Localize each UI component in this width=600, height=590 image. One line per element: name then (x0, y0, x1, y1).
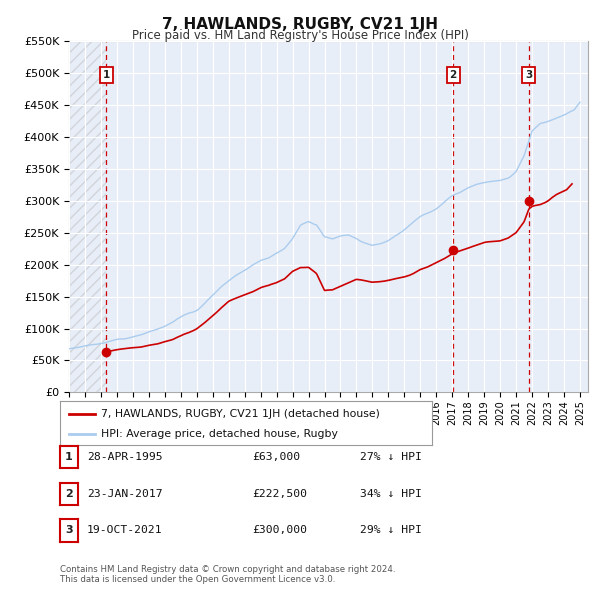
Text: 29% ↓ HPI: 29% ↓ HPI (360, 526, 422, 535)
Text: 3: 3 (65, 526, 73, 535)
Text: Contains HM Land Registry data © Crown copyright and database right 2024.
This d: Contains HM Land Registry data © Crown c… (60, 565, 395, 584)
Text: £222,500: £222,500 (252, 489, 307, 499)
Text: 34% ↓ HPI: 34% ↓ HPI (360, 489, 422, 499)
Text: HPI: Average price, detached house, Rugby: HPI: Average price, detached house, Rugb… (101, 430, 338, 440)
Text: 27% ↓ HPI: 27% ↓ HPI (360, 453, 422, 462)
Text: 28-APR-1995: 28-APR-1995 (87, 453, 163, 462)
Text: 2: 2 (449, 70, 457, 80)
Text: Price paid vs. HM Land Registry's House Price Index (HPI): Price paid vs. HM Land Registry's House … (131, 30, 469, 42)
Text: 3: 3 (525, 70, 533, 80)
Text: 2: 2 (65, 489, 73, 499)
Text: 1: 1 (103, 70, 110, 80)
Text: 7, HAWLANDS, RUGBY, CV21 1JH: 7, HAWLANDS, RUGBY, CV21 1JH (162, 17, 438, 31)
Text: 1: 1 (65, 453, 73, 462)
Text: 19-OCT-2021: 19-OCT-2021 (87, 526, 163, 535)
Text: £300,000: £300,000 (252, 526, 307, 535)
Text: 7, HAWLANDS, RUGBY, CV21 1JH (detached house): 7, HAWLANDS, RUGBY, CV21 1JH (detached h… (101, 409, 380, 418)
Text: £63,000: £63,000 (252, 453, 300, 462)
Text: 23-JAN-2017: 23-JAN-2017 (87, 489, 163, 499)
